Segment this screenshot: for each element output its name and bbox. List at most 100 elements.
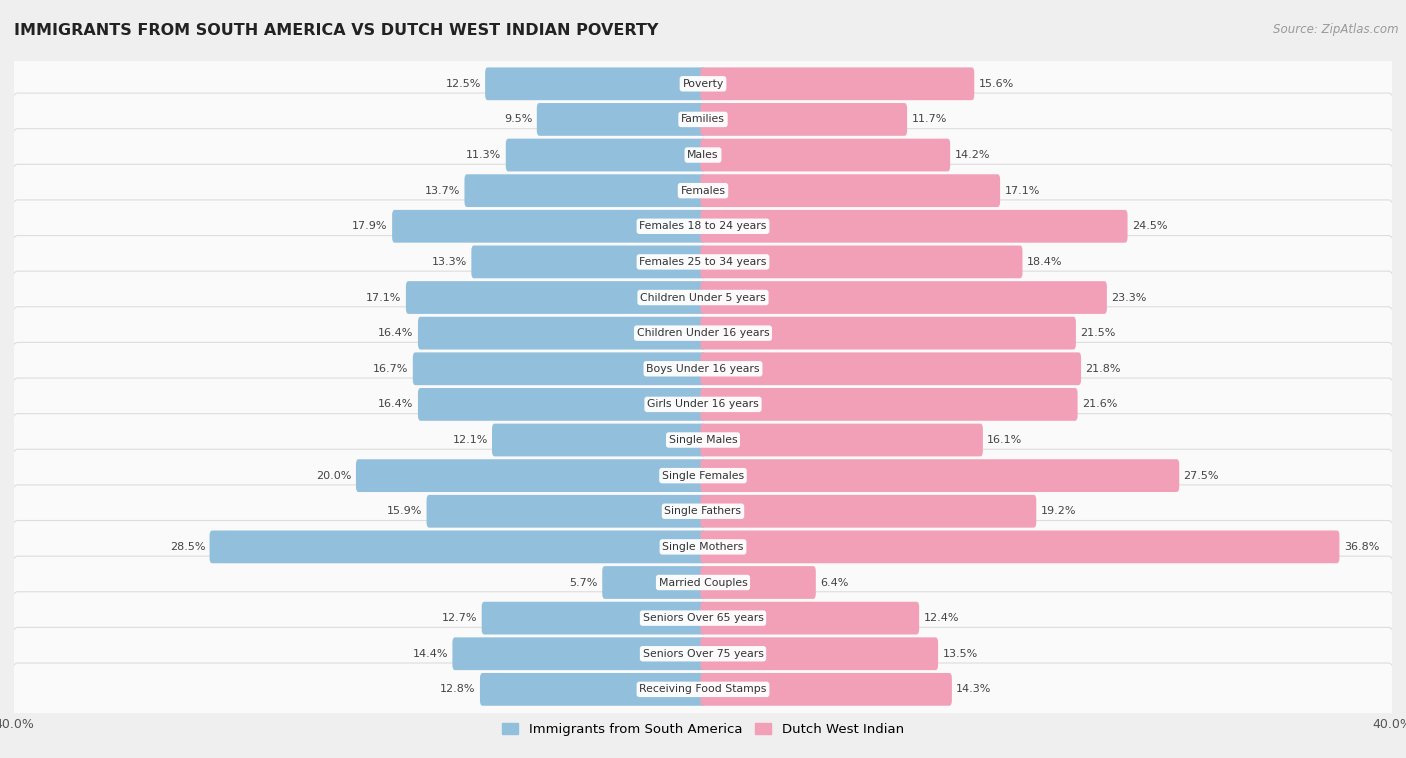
FancyBboxPatch shape bbox=[406, 281, 706, 314]
FancyBboxPatch shape bbox=[453, 637, 706, 670]
FancyBboxPatch shape bbox=[13, 592, 1393, 646]
Text: 17.1%: 17.1% bbox=[366, 293, 402, 302]
FancyBboxPatch shape bbox=[356, 459, 706, 492]
FancyBboxPatch shape bbox=[413, 352, 706, 385]
Legend: Immigrants from South America, Dutch West Indian: Immigrants from South America, Dutch Wes… bbox=[496, 718, 910, 742]
FancyBboxPatch shape bbox=[700, 388, 1077, 421]
Text: Single Fathers: Single Fathers bbox=[665, 506, 741, 516]
Text: Receiving Food Stamps: Receiving Food Stamps bbox=[640, 684, 766, 694]
Text: 16.4%: 16.4% bbox=[378, 328, 413, 338]
FancyBboxPatch shape bbox=[700, 495, 1036, 528]
FancyBboxPatch shape bbox=[506, 139, 706, 171]
Text: 12.4%: 12.4% bbox=[924, 613, 959, 623]
Text: Married Couples: Married Couples bbox=[658, 578, 748, 587]
FancyBboxPatch shape bbox=[13, 271, 1393, 325]
Text: Seniors Over 65 years: Seniors Over 65 years bbox=[643, 613, 763, 623]
FancyBboxPatch shape bbox=[602, 566, 706, 599]
Text: 15.6%: 15.6% bbox=[979, 79, 1014, 89]
Text: Females 18 to 24 years: Females 18 to 24 years bbox=[640, 221, 766, 231]
Text: Single Males: Single Males bbox=[669, 435, 737, 445]
FancyBboxPatch shape bbox=[13, 485, 1393, 539]
Text: 6.4%: 6.4% bbox=[820, 578, 848, 587]
Text: 23.3%: 23.3% bbox=[1111, 293, 1146, 302]
FancyBboxPatch shape bbox=[13, 93, 1393, 147]
Text: 14.4%: 14.4% bbox=[412, 649, 449, 659]
Text: 21.8%: 21.8% bbox=[1085, 364, 1121, 374]
FancyBboxPatch shape bbox=[482, 602, 706, 634]
Text: Boys Under 16 years: Boys Under 16 years bbox=[647, 364, 759, 374]
Text: 27.5%: 27.5% bbox=[1184, 471, 1219, 481]
Text: 14.2%: 14.2% bbox=[955, 150, 990, 160]
Text: 20.0%: 20.0% bbox=[316, 471, 352, 481]
FancyBboxPatch shape bbox=[13, 556, 1393, 610]
Text: 21.5%: 21.5% bbox=[1080, 328, 1115, 338]
FancyBboxPatch shape bbox=[13, 164, 1393, 218]
FancyBboxPatch shape bbox=[700, 174, 1000, 207]
Text: 9.5%: 9.5% bbox=[505, 114, 533, 124]
FancyBboxPatch shape bbox=[13, 236, 1393, 290]
Text: 13.7%: 13.7% bbox=[425, 186, 460, 196]
Text: Females: Females bbox=[681, 186, 725, 196]
FancyBboxPatch shape bbox=[700, 424, 983, 456]
Text: 36.8%: 36.8% bbox=[1344, 542, 1379, 552]
FancyBboxPatch shape bbox=[700, 352, 1081, 385]
FancyBboxPatch shape bbox=[700, 673, 952, 706]
FancyBboxPatch shape bbox=[13, 449, 1393, 503]
FancyBboxPatch shape bbox=[418, 388, 706, 421]
Text: 21.6%: 21.6% bbox=[1083, 399, 1118, 409]
FancyBboxPatch shape bbox=[13, 378, 1393, 432]
Text: IMMIGRANTS FROM SOUTH AMERICA VS DUTCH WEST INDIAN POVERTY: IMMIGRANTS FROM SOUTH AMERICA VS DUTCH W… bbox=[14, 23, 658, 38]
FancyBboxPatch shape bbox=[392, 210, 706, 243]
FancyBboxPatch shape bbox=[700, 210, 1128, 243]
Text: 13.5%: 13.5% bbox=[942, 649, 977, 659]
FancyBboxPatch shape bbox=[700, 531, 1340, 563]
FancyBboxPatch shape bbox=[700, 139, 950, 171]
Text: 24.5%: 24.5% bbox=[1132, 221, 1167, 231]
Text: 12.5%: 12.5% bbox=[446, 79, 481, 89]
FancyBboxPatch shape bbox=[418, 317, 706, 349]
Text: Seniors Over 75 years: Seniors Over 75 years bbox=[643, 649, 763, 659]
FancyBboxPatch shape bbox=[13, 521, 1393, 575]
Text: 13.3%: 13.3% bbox=[432, 257, 467, 267]
Text: Children Under 5 years: Children Under 5 years bbox=[640, 293, 766, 302]
FancyBboxPatch shape bbox=[700, 246, 1022, 278]
FancyBboxPatch shape bbox=[464, 174, 706, 207]
Text: 17.9%: 17.9% bbox=[353, 221, 388, 231]
FancyBboxPatch shape bbox=[13, 663, 1393, 717]
Text: Males: Males bbox=[688, 150, 718, 160]
FancyBboxPatch shape bbox=[13, 414, 1393, 468]
FancyBboxPatch shape bbox=[13, 58, 1393, 111]
FancyBboxPatch shape bbox=[479, 673, 706, 706]
Text: 17.1%: 17.1% bbox=[1004, 186, 1040, 196]
FancyBboxPatch shape bbox=[13, 307, 1393, 361]
FancyBboxPatch shape bbox=[13, 628, 1393, 681]
FancyBboxPatch shape bbox=[485, 67, 706, 100]
FancyBboxPatch shape bbox=[700, 459, 1180, 492]
FancyBboxPatch shape bbox=[700, 103, 907, 136]
Text: 5.7%: 5.7% bbox=[569, 578, 598, 587]
Text: 14.3%: 14.3% bbox=[956, 684, 991, 694]
FancyBboxPatch shape bbox=[700, 566, 815, 599]
FancyBboxPatch shape bbox=[209, 531, 706, 563]
Text: 15.9%: 15.9% bbox=[387, 506, 422, 516]
Text: 18.4%: 18.4% bbox=[1026, 257, 1063, 267]
Text: Source: ZipAtlas.com: Source: ZipAtlas.com bbox=[1274, 23, 1399, 36]
Text: 16.4%: 16.4% bbox=[378, 399, 413, 409]
Text: Children Under 16 years: Children Under 16 years bbox=[637, 328, 769, 338]
FancyBboxPatch shape bbox=[700, 637, 938, 670]
FancyBboxPatch shape bbox=[700, 67, 974, 100]
FancyBboxPatch shape bbox=[13, 129, 1393, 183]
FancyBboxPatch shape bbox=[700, 317, 1076, 349]
FancyBboxPatch shape bbox=[13, 343, 1393, 396]
Text: 16.7%: 16.7% bbox=[373, 364, 409, 374]
Text: 16.1%: 16.1% bbox=[987, 435, 1022, 445]
FancyBboxPatch shape bbox=[13, 200, 1393, 254]
Text: Families: Families bbox=[681, 114, 725, 124]
FancyBboxPatch shape bbox=[471, 246, 706, 278]
FancyBboxPatch shape bbox=[700, 281, 1107, 314]
Text: Single Mothers: Single Mothers bbox=[662, 542, 744, 552]
Text: Females 25 to 34 years: Females 25 to 34 years bbox=[640, 257, 766, 267]
Text: 12.7%: 12.7% bbox=[441, 613, 478, 623]
Text: 19.2%: 19.2% bbox=[1040, 506, 1076, 516]
Text: Single Females: Single Females bbox=[662, 471, 744, 481]
